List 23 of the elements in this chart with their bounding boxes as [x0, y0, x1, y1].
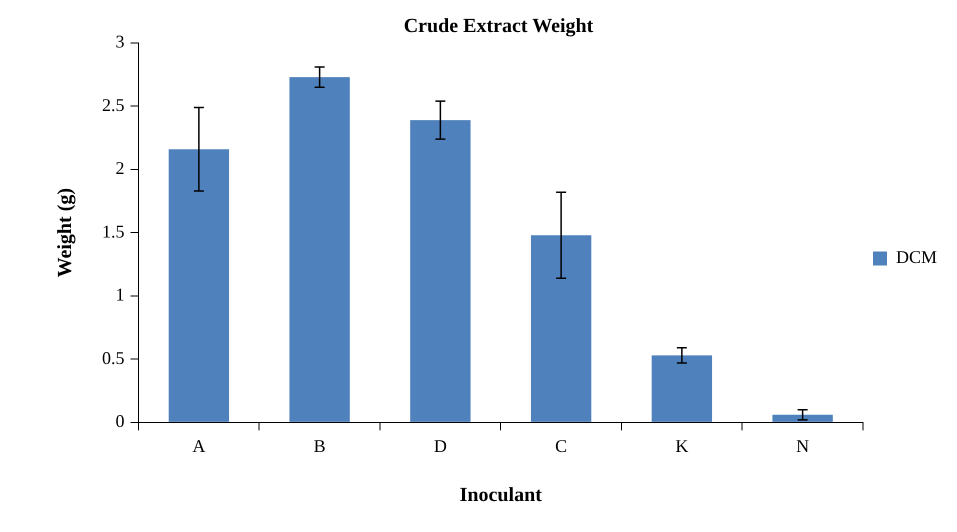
x-tick-label: K	[675, 436, 688, 456]
bar	[289, 77, 350, 422]
bar	[772, 414, 833, 422]
x-axis-title: Inoculant	[460, 484, 542, 506]
x-tick-label: N	[796, 436, 810, 456]
legend-label: DCM	[896, 247, 938, 268]
x-tick-label: A	[192, 436, 206, 456]
y-tick-label: 0.5	[102, 348, 124, 368]
y-tick-label: 2.5	[102, 94, 124, 115]
x-tick-label: B	[314, 436, 326, 456]
y-tick-label: 2	[116, 158, 124, 178]
chart-title: Crude Extract Weight	[404, 15, 594, 38]
y-tick-label: 0	[116, 411, 124, 432]
y-tick-label: 1.5	[102, 221, 124, 242]
bar	[410, 120, 471, 422]
bar	[652, 355, 712, 422]
bar	[168, 149, 230, 422]
x-tick-label: C	[555, 436, 568, 456]
y-tick-label: 3	[116, 32, 124, 52]
bar	[530, 235, 592, 422]
x-tick-label: D	[434, 436, 447, 456]
y-tick-label: 1	[116, 284, 124, 305]
y-axis-title: Weight (g)	[54, 188, 76, 278]
